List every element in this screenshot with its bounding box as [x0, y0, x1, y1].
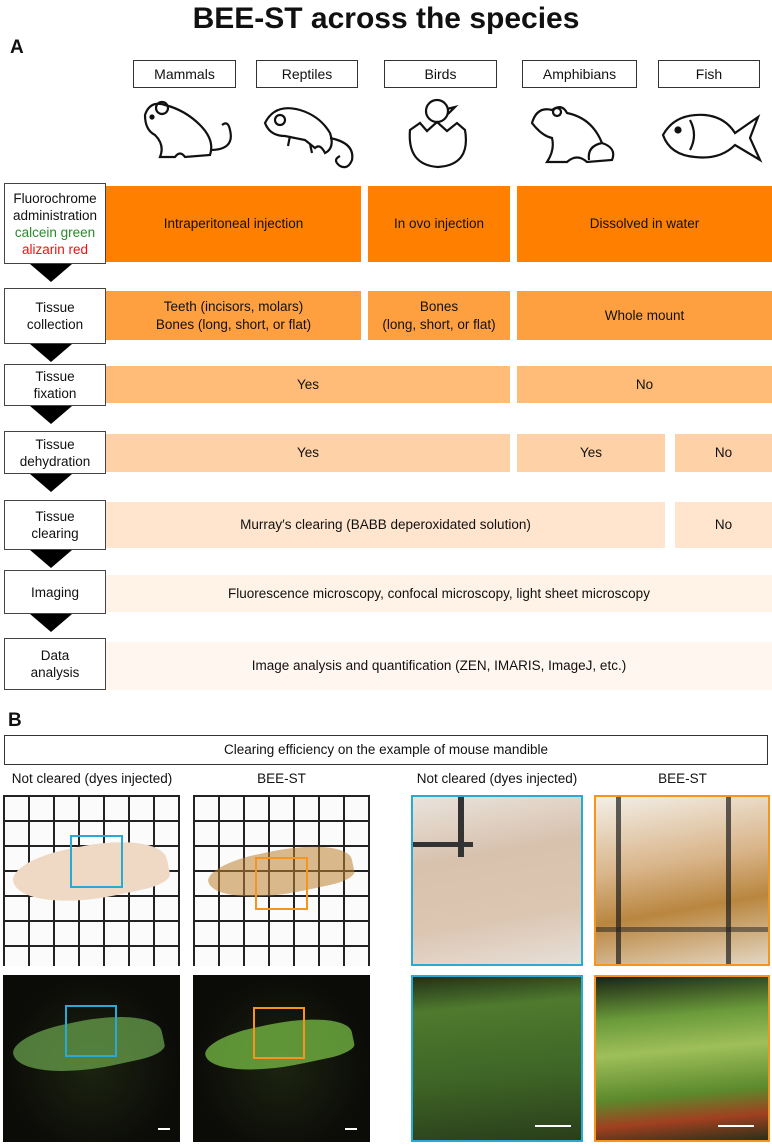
chameleon-icon	[263, 107, 354, 169]
arrow-down-icon	[30, 614, 72, 632]
mouse-icon	[143, 100, 232, 159]
panel-a-label: A	[10, 37, 24, 58]
step-label: Tissue	[35, 509, 75, 524]
alizarin-red-label: alizarin red	[21, 241, 89, 257]
caption-bee-st-zoom: BEE-ST	[658, 771, 707, 786]
calcein-green-label: calcein green	[14, 224, 96, 240]
caption-not-cleared-zoom: Not cleared (dyes injected)	[416, 771, 578, 786]
bar-imaging: Fluorescence microscopy, confocal micros…	[106, 575, 772, 612]
figure-title: BEE-ST across the species	[192, 2, 580, 35]
species-amphibians: Amphibians	[522, 60, 637, 88]
species-birds: Birds	[384, 60, 497, 88]
step-label: administration	[12, 207, 98, 223]
arrow-down-icon	[30, 550, 72, 568]
scale-bar	[158, 1128, 170, 1130]
roi-box	[70, 835, 123, 888]
arrow-down-icon	[30, 264, 72, 282]
step-label: Data	[40, 648, 70, 663]
bar-data-analysis: Image analysis and quantification (ZEN, …	[106, 642, 772, 690]
image-not-cleared-brightfield	[3, 795, 180, 966]
bar-murrays-clearing: Murray′s clearing (BABB deperoxidated so…	[106, 502, 665, 548]
image-not-cleared-brightfield-zoom	[411, 795, 583, 966]
species-mammals: Mammals	[133, 60, 236, 88]
step-label: dehydration	[19, 453, 91, 469]
species-reptiles: Reptiles	[256, 60, 358, 88]
step-tissue-dehydration: Tissue dehydration	[4, 431, 106, 474]
fish-icon	[661, 113, 763, 163]
bar-fixation-no: No	[517, 366, 772, 403]
step-imaging: Imaging	[4, 570, 106, 614]
bar-bones: Bones (long, short, or flat)	[368, 291, 510, 340]
step-label: Tissue	[35, 436, 75, 452]
arrow-down-icon	[30, 474, 72, 492]
bar-text: Bones (long, short, or flat)	[155, 316, 312, 332]
image-bee-st-fluorescence	[193, 975, 370, 1142]
bar-dehydration-yes: Yes	[106, 434, 510, 472]
step-label: Tissue	[35, 300, 75, 315]
roi-box	[253, 1007, 305, 1059]
image-bee-st-brightfield-zoom	[594, 795, 770, 966]
step-tissue-clearing: Tissue clearing	[4, 500, 106, 550]
caption-not-cleared: Not cleared (dyes injected)	[11, 771, 173, 786]
bar-whole-mount: Whole mount	[517, 291, 772, 340]
bar-clearing-fish-no: No	[675, 502, 772, 548]
bar-dissolved-in-water: Dissolved in water	[517, 186, 772, 262]
bar-dehydration-fish-no: No	[675, 434, 772, 472]
step-label: analysis	[30, 665, 80, 680]
roi-box	[255, 857, 308, 910]
image-bee-st-fluorescence-zoom	[594, 975, 770, 1142]
bar-text: Teeth (incisors, molars)	[163, 298, 304, 314]
step-label: collection	[26, 317, 84, 332]
panel-b-header: Clearing efficiency on the example of mo…	[4, 735, 768, 765]
hatching-chick-icon	[408, 98, 467, 169]
scale-bar	[535, 1125, 571, 1127]
arrow-down-icon	[30, 344, 72, 362]
image-not-cleared-fluorescence-zoom	[411, 975, 583, 1142]
step-tissue-fixation: Tissue fixation	[4, 364, 106, 406]
image-not-cleared-fluorescence	[3, 975, 180, 1142]
frog-icon	[530, 106, 615, 164]
scale-bar	[345, 1128, 357, 1130]
step-label: Fluorochrome	[13, 190, 97, 206]
species-fish: Fish	[658, 60, 760, 88]
roi-box	[65, 1005, 117, 1057]
bar-in-ovo-injection: In ovo injection	[368, 186, 510, 262]
step-fluorochrome-administration: Fluorochrome administration calcein gree…	[4, 183, 106, 264]
panel-b-label: B	[8, 710, 22, 731]
scale-bar	[718, 1125, 754, 1127]
step-label: fixation	[33, 386, 77, 401]
image-bee-st-brightfield	[193, 795, 370, 966]
bar-text: Bones	[419, 298, 459, 314]
caption-bee-st: BEE-ST	[257, 771, 306, 786]
step-label: Imaging	[30, 584, 80, 600]
step-label: Tissue	[35, 369, 75, 384]
bar-text: (long, short, or flat)	[382, 316, 496, 332]
step-tissue-collection: Tissue collection	[4, 288, 106, 344]
bar-teeth-bones: Teeth (incisors, molars) Bones (long, sho…	[106, 291, 361, 340]
bar-intraperitoneal-injection: Intraperitoneal injection	[106, 186, 361, 262]
bar-fixation-yes: Yes	[106, 366, 510, 403]
step-data-analysis: Data analysis	[4, 638, 106, 690]
step-label: clearing	[31, 526, 79, 541]
bar-dehydration-amphibians-yes: Yes	[517, 434, 665, 472]
arrow-down-icon	[30, 406, 72, 424]
